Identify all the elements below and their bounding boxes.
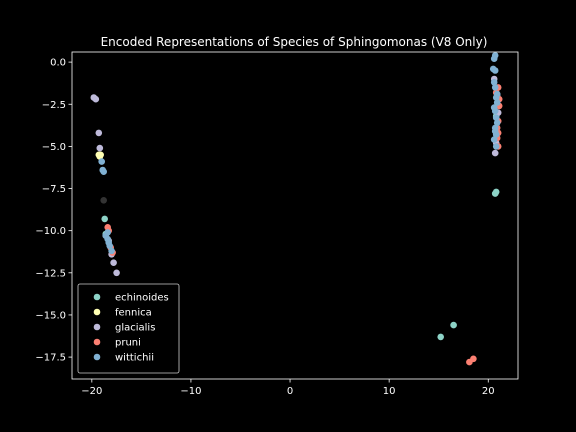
data-point-unlabeled-0 — [100, 197, 107, 204]
data-point-wittichii-8 — [490, 55, 498, 62]
data-point-wittichii-23 — [490, 104, 498, 111]
data-point-wittichii-11 — [490, 79, 498, 86]
data-point-glacialis-3 — [96, 144, 104, 152]
data-point-echinoides-1 — [450, 321, 457, 329]
legend-label-glacialis: glacialis — [115, 323, 155, 334]
data-point-echinoides-0 — [101, 215, 108, 223]
data-point-pruni-5 — [466, 358, 473, 366]
legend-label-echinoides: echinoides — [115, 293, 169, 304]
data-point-wittichii-25 — [104, 229, 111, 236]
y-tick-label: −2.5 — [42, 100, 66, 111]
legend-label-wittichii: wittichii — [115, 353, 154, 364]
legend-marker-wittichii — [93, 353, 101, 361]
y-tick-label: −5.0 — [42, 142, 66, 153]
data-point-wittichii-6 — [108, 247, 115, 255]
data-point-wittichii-26 — [105, 239, 112, 246]
data-point-glacialis-2 — [95, 129, 103, 137]
data-point-glacialis-1 — [92, 95, 100, 103]
axes: −20 −10 0 10 20 0.0 −2.5 −5.0 −7.5 −10.0 −12.5 −15.… — [35, 51, 519, 397]
chart-title: Encoded Representations of Species of Sp… — [101, 35, 488, 49]
y-tick-label: −10.0 — [35, 226, 66, 237]
data-point-echinoides-2 — [437, 333, 445, 341]
data-points — [90, 52, 503, 366]
data-point-wittichii-2 — [100, 168, 107, 175]
legend-marker-pruni — [93, 338, 101, 346]
legend-marker-fennica — [93, 308, 101, 316]
x-tick-label: 10 — [383, 386, 396, 397]
data-point-wittichii-24 — [491, 127, 499, 135]
data-point-wittichii-17 — [493, 119, 501, 127]
data-point-wittichii-20 — [490, 136, 498, 143]
x-tick-label: 0 — [287, 386, 293, 397]
data-point-glacialis-6 — [113, 269, 120, 277]
y-tick-label: −15.0 — [35, 310, 66, 321]
data-point-wittichii-12 — [491, 84, 499, 91]
legend-label-pruni: pruni — [115, 338, 141, 349]
plot-frame — [71, 51, 519, 380]
data-point-echinoides-4 — [491, 190, 499, 197]
x-tick-label: −10 — [180, 386, 201, 397]
data-point-wittichii-0 — [98, 158, 105, 165]
data-point-wittichii-16 — [492, 114, 500, 121]
x-tick-label: 20 — [482, 386, 495, 397]
y-tick-label: −17.5 — [35, 353, 66, 364]
legend-marker-echinoides — [93, 293, 101, 301]
data-point-glacialis-5 — [110, 259, 117, 267]
legend-label-fennica: fennica — [115, 308, 152, 319]
y-tick-label: −7.5 — [42, 184, 66, 195]
legend: echinoides fennica glacialis pruni wittichii — [77, 283, 180, 374]
legend-box — [77, 283, 180, 374]
data-point-wittichii-22 — [493, 90, 501, 98]
y-tick-label: 0.0 — [50, 58, 66, 69]
data-point-wittichii-10 — [491, 67, 499, 74]
x-tick-label: −20 — [81, 386, 102, 397]
data-point-wittichii-21 — [492, 143, 500, 150]
legend-marker-glacialis — [93, 323, 101, 331]
data-point-wittichii-14 — [493, 99, 501, 106]
data-point-fennica-2 — [96, 153, 104, 160]
y-tick-label: −12.5 — [35, 268, 66, 279]
data-point-glacialis-7 — [491, 149, 499, 157]
